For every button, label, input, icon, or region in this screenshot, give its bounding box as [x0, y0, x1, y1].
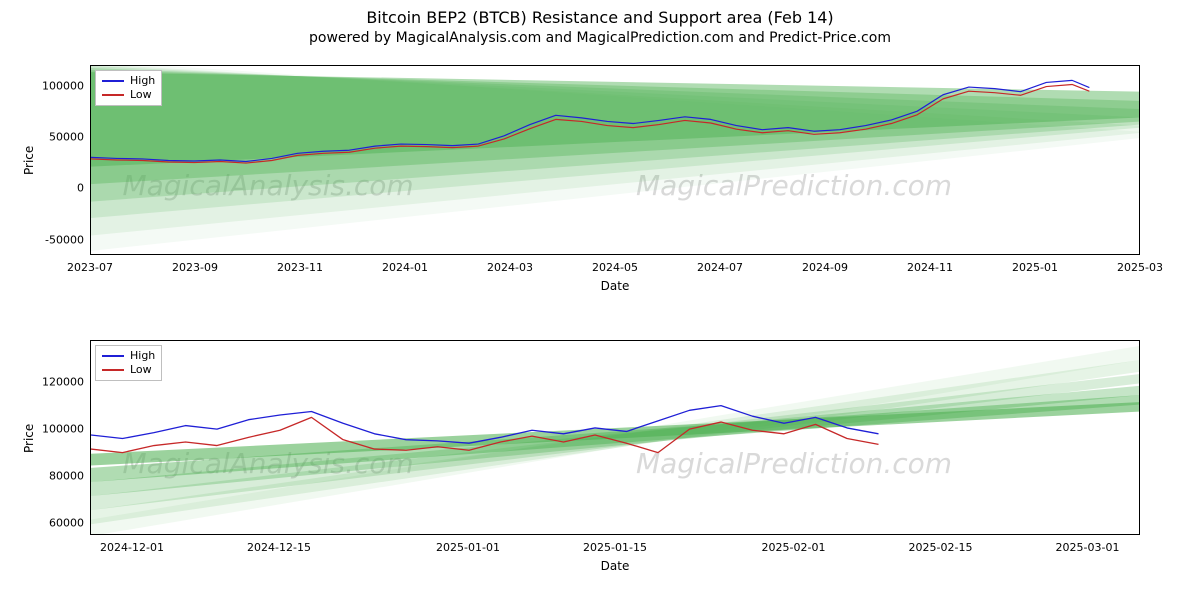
legend-label: Low	[130, 88, 152, 102]
x-axis-label: Date	[601, 279, 630, 293]
y-tick-label: 120000	[32, 376, 84, 389]
x-tick-label: 2025-03-01	[1056, 541, 1120, 554]
legend-item-high: High	[102, 349, 155, 363]
x-tick-label: 2024-07	[697, 261, 743, 274]
x-tick-label: 2025-02-01	[762, 541, 826, 554]
legend-label: High	[130, 349, 155, 363]
legend-item-high: High	[102, 74, 155, 88]
legend-swatch	[102, 355, 124, 357]
x-tick-label: 2023-11	[277, 261, 323, 274]
y-tick-label: 50000	[32, 130, 84, 143]
y-tick-label: 100000	[32, 79, 84, 92]
y-tick-label: 80000	[32, 470, 84, 483]
legend-swatch	[102, 369, 124, 371]
y-axis-label: Price	[22, 146, 36, 175]
price-chart-bottom: MagicalAnalysis.com MagicalPrediction.co…	[90, 340, 1140, 535]
plot-svg-top	[91, 66, 1140, 255]
x-tick-label: 2025-01-01	[436, 541, 500, 554]
legend-swatch	[102, 94, 124, 96]
x-tick-label: 2024-01	[382, 261, 428, 274]
x-tick-label: 2024-03	[487, 261, 533, 274]
x-tick-label: 2023-07	[67, 261, 113, 274]
legend: High Low	[95, 345, 162, 381]
plot-svg-bottom	[91, 341, 1140, 535]
y-tick-label: -50000	[32, 233, 84, 246]
legend-label: Low	[130, 363, 152, 377]
x-axis-label: Date	[601, 559, 630, 573]
y-tick-label: 60000	[32, 517, 84, 530]
chart-subtitle: powered by MagicalAnalysis.com and Magic…	[0, 30, 1200, 46]
x-tick-label: 2025-01	[1012, 261, 1058, 274]
x-tick-label: 2024-09	[802, 261, 848, 274]
legend-swatch	[102, 80, 124, 82]
x-tick-label: 2024-12-01	[100, 541, 164, 554]
legend-item-low: Low	[102, 88, 155, 102]
price-chart-top: MagicalAnalysis.com MagicalPrediction.co…	[90, 65, 1140, 255]
x-tick-label: 2024-05	[592, 261, 638, 274]
chart-title: Bitcoin BEP2 (BTCB) Resistance and Suppo…	[0, 8, 1200, 27]
y-tick-label: 0	[32, 182, 84, 195]
legend: High Low	[95, 70, 162, 106]
x-tick-label: 2024-12-15	[247, 541, 311, 554]
x-tick-label: 2025-03	[1117, 261, 1163, 274]
figure: Bitcoin BEP2 (BTCB) Resistance and Suppo…	[0, 0, 1200, 600]
legend-item-low: Low	[102, 363, 155, 377]
x-tick-label: 2025-01-15	[583, 541, 647, 554]
x-tick-label: 2025-02-15	[909, 541, 973, 554]
x-tick-label: 2024-11	[907, 261, 953, 274]
x-tick-label: 2023-09	[172, 261, 218, 274]
y-tick-label: 100000	[32, 423, 84, 436]
legend-label: High	[130, 74, 155, 88]
